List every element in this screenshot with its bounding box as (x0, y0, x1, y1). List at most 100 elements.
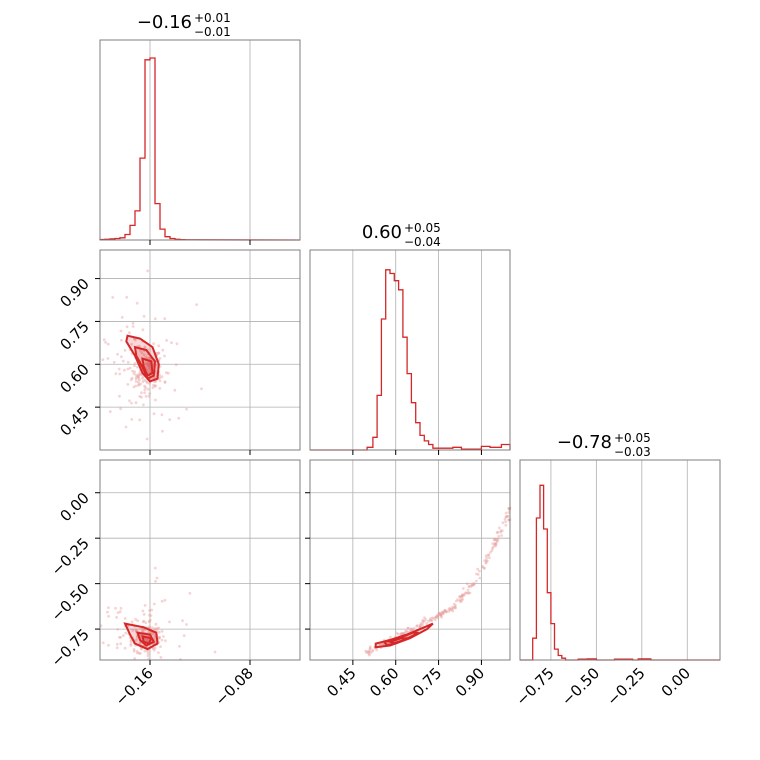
sample-point (123, 646, 127, 650)
sample-point (486, 553, 490, 557)
sample-point (438, 612, 442, 616)
sample-point (147, 361, 150, 365)
sample-point (147, 365, 151, 369)
sample-point (124, 425, 128, 429)
x-tick-label-0-1: −0.08 (212, 664, 257, 709)
sample-point (136, 619, 140, 623)
sample-point (493, 542, 497, 546)
contour-line-1-0 (123, 622, 159, 651)
x-tick-label-2-1: −0.50 (558, 664, 603, 709)
sample-point (153, 636, 157, 639)
sample-point (425, 622, 429, 625)
sample-point (158, 637, 162, 640)
sample-point (406, 626, 410, 630)
sample-point (159, 656, 163, 659)
sample-point (157, 651, 160, 654)
sample-point (481, 565, 484, 568)
sample-point (461, 594, 464, 598)
sample-point (495, 539, 499, 543)
sample-point (173, 388, 177, 392)
sample-point (138, 418, 142, 422)
sample-point (137, 384, 140, 387)
title-plus-0: +0.01 (194, 11, 231, 25)
sample-point (131, 369, 135, 373)
sample-point (116, 628, 120, 631)
sample-point (493, 538, 497, 542)
sample-point (195, 303, 199, 306)
title-plus-1: +0.05 (404, 221, 441, 235)
sample-point (118, 610, 122, 614)
sample-point (137, 651, 141, 655)
sample-point (127, 331, 131, 335)
contour-line-1-2 (141, 635, 153, 645)
sample-point (135, 373, 138, 377)
sample-point (160, 599, 164, 603)
scatter-frame-0 (99, 249, 301, 451)
sample-point (440, 611, 444, 614)
sample-point (133, 338, 137, 342)
title-value-1: 0.60 (362, 222, 402, 243)
hist-frame-2 (519, 459, 721, 661)
sample-point (143, 649, 147, 653)
x-tick-label-1-3: 0.90 (452, 664, 488, 700)
sample-point (135, 637, 139, 641)
sample-point (138, 641, 142, 645)
sample-point (410, 627, 414, 631)
sample-point (137, 383, 141, 386)
sample-point (471, 583, 475, 587)
contour-line-2-2 (386, 637, 408, 645)
sample-point (124, 631, 128, 635)
sample-point (158, 387, 162, 390)
sample-point (152, 602, 156, 606)
sample-point (460, 594, 463, 598)
sample-point (412, 626, 416, 630)
sample-point (163, 598, 167, 602)
sample-point (499, 529, 503, 533)
sample-point (148, 619, 152, 623)
sample-point (101, 641, 105, 645)
sample-point (451, 605, 454, 609)
sample-point (148, 392, 152, 395)
sample-point (143, 346, 147, 350)
sample-point (431, 616, 434, 620)
sample-point (450, 607, 454, 611)
sample-point (147, 366, 151, 370)
sample-point (144, 355, 148, 359)
title-plus-2: +0.05 (614, 431, 651, 445)
sample-point (213, 650, 217, 654)
sample-point (366, 650, 370, 653)
sample-point (439, 613, 443, 617)
sample-point (135, 650, 139, 653)
sample-point (367, 653, 371, 657)
sample-point (168, 620, 171, 624)
sample-point (458, 595, 461, 598)
scatter-frame-2 (309, 459, 511, 661)
sample-point (466, 591, 470, 595)
sample-point (371, 650, 374, 653)
y-tick-label-2-3: 0.00 (56, 489, 92, 525)
sample-point (428, 618, 432, 622)
sample-point (158, 376, 162, 380)
sample-point (154, 398, 157, 402)
sample-point (399, 632, 403, 636)
hist-frame-0 (99, 39, 301, 241)
sample-point (143, 345, 147, 349)
sample-point (441, 611, 445, 615)
sample-point (111, 296, 115, 299)
sample-point (106, 342, 110, 346)
sample-point (137, 375, 140, 379)
sample-point (136, 651, 139, 655)
sample-point (146, 363, 150, 367)
sample-point (503, 517, 507, 521)
sample-point (140, 395, 143, 399)
sample-point (408, 629, 412, 633)
sample-point (132, 385, 136, 389)
sample-point (121, 359, 125, 363)
sample-point (484, 554, 488, 558)
sample-point (453, 606, 457, 609)
sample-point (119, 407, 122, 411)
sample-point (475, 579, 478, 583)
sample-point (482, 566, 486, 570)
sample-point (164, 639, 167, 643)
sample-point (421, 621, 425, 625)
